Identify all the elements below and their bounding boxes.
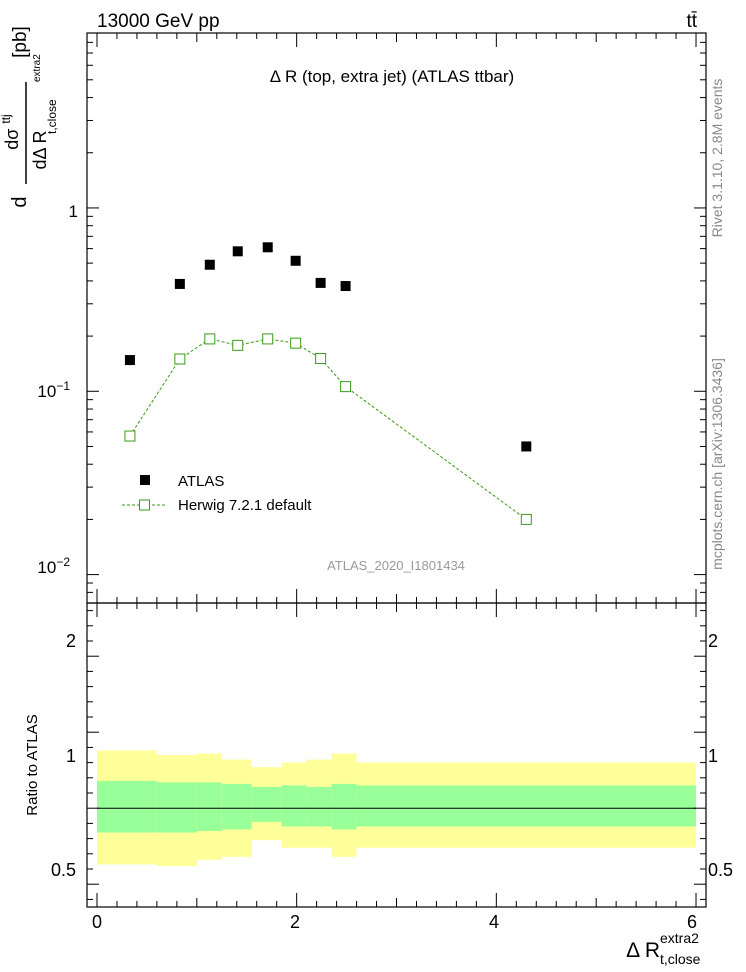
ylabel-unit: [pb] xyxy=(10,26,31,58)
legend-atlas-label: ATLAS xyxy=(178,473,224,490)
ylabel-sigma-sup: ttj xyxy=(0,114,13,123)
herwig-point xyxy=(262,333,274,345)
main-y-tick-labels: 10−2 10−1 1 xyxy=(37,202,78,577)
inner-band-bin xyxy=(196,782,222,831)
xlabel-main: Δ R xyxy=(626,939,660,962)
analysis-id: ATLAS_2020_I1801434 xyxy=(327,558,465,573)
herwig-point xyxy=(174,353,186,365)
ylabel-d: d xyxy=(9,196,31,207)
legend-herwig-label: Herwig 7.2.1 default xyxy=(178,497,312,514)
ylabel-den-sup: extra2 xyxy=(32,54,43,82)
atlas-point xyxy=(521,441,532,452)
atlas-series xyxy=(124,242,532,452)
atlas-point xyxy=(340,281,351,292)
xtick-label-4: 4 xyxy=(489,912,499,932)
ratio-y-tick-labels: 2 1 0.5 2 1 0.5 xyxy=(51,631,733,880)
herwig-series xyxy=(124,333,532,525)
atlas-point xyxy=(290,255,301,266)
xtick-label-0: 0 xyxy=(92,912,102,932)
herwig-point xyxy=(340,381,352,393)
herwig-point xyxy=(520,513,532,525)
atlas-point xyxy=(262,242,273,253)
axis-ticks xyxy=(87,32,706,907)
main-y-axis-label: d dσ ttj dΔ R t,close extra2 [pb] xyxy=(0,26,59,207)
inner-band-bin xyxy=(331,783,357,830)
svg-text:dσ ttj: dσ ttj xyxy=(0,114,22,149)
xlabel-sub: t,close xyxy=(660,951,701,967)
ratio-y-axis-label: Ratio to ATLAS xyxy=(24,714,41,815)
legend-herwig-marker xyxy=(139,499,150,511)
ytick-label-1: 1 xyxy=(69,202,78,221)
ratio-ytick-label-0.5: 0.5 xyxy=(51,860,76,880)
legend: ATLAS Herwig 7.2.1 default xyxy=(122,473,312,514)
x-tick-labels: 0 2 4 6 xyxy=(92,912,697,932)
ratio-ytick-label-1-right: 1 xyxy=(708,746,718,766)
inner-band-bin xyxy=(156,782,197,833)
ylabel-den: dΔ R xyxy=(30,130,50,169)
ratio-ytick-label-2-right: 2 xyxy=(708,631,718,651)
inner-band-bin xyxy=(221,783,252,830)
herwig-line xyxy=(129,338,527,520)
x-axis-label: Δ R t,close extra2 xyxy=(626,930,701,967)
ratio-ytick-label-2: 2 xyxy=(66,631,76,651)
ytick-label-1e-1: 10−1 xyxy=(37,379,70,401)
main-plot-frame xyxy=(86,32,707,604)
inner-band-bin xyxy=(96,780,157,833)
ratio-ytick-label-0.5-right: 0.5 xyxy=(708,860,733,880)
herwig-point xyxy=(204,333,216,345)
atlas-point xyxy=(174,278,185,289)
herwig-point xyxy=(232,339,244,351)
herwig-point xyxy=(315,352,327,364)
legend-atlas-marker xyxy=(140,475,150,485)
herwig-point xyxy=(124,430,136,442)
ylabel-sigma: dσ xyxy=(2,129,22,150)
herwig-point xyxy=(290,337,302,349)
ratio-bands xyxy=(96,750,697,866)
xtick-label-2: 2 xyxy=(290,912,300,932)
ytick-label-1e-2: 10−2 xyxy=(37,555,70,577)
svg-text:dΔ R: dΔ R xyxy=(30,130,50,169)
xtick-label-6: 6 xyxy=(687,912,697,932)
ylabel-den-sub: t,close xyxy=(45,99,59,134)
inner-band-bin xyxy=(356,785,697,827)
chart-title: Δ R (top, extra jet) (ATLAS ttbar) xyxy=(270,67,514,86)
xlabel-sup: extra2 xyxy=(660,930,699,946)
mcplots-label: mcplots.cern.ch [arXiv:1306.3436] xyxy=(709,358,725,570)
inner-band-bin xyxy=(306,786,332,827)
atlas-point xyxy=(232,246,243,257)
ratio-ytick-label-1: 1 xyxy=(66,746,76,766)
energy-label: 13000 GeV pp xyxy=(97,11,220,32)
inner-band-bin xyxy=(251,786,282,822)
atlas-point xyxy=(204,259,215,270)
inner-band-bin xyxy=(281,785,307,827)
rivet-label: Rivet 3.1.10, 2.8M events xyxy=(709,79,725,238)
process-label: tt̄ xyxy=(686,11,697,32)
atlas-point xyxy=(315,277,326,288)
atlas-point xyxy=(124,355,135,366)
